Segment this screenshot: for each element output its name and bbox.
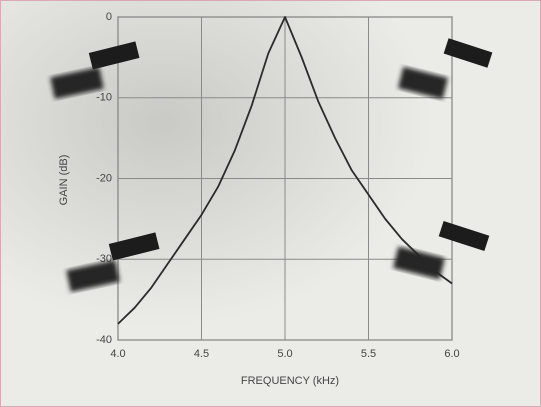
chip bbox=[443, 38, 493, 68]
y-axis-label: GAIN (dB) bbox=[58, 155, 70, 206]
chip-overlays bbox=[50, 38, 493, 292]
x-axis-label: FREQUENCY (kHz) bbox=[241, 375, 339, 387]
chip-shadow bbox=[393, 246, 445, 280]
x-tick-label: 5.5 bbox=[361, 348, 376, 360]
chip-shadow bbox=[66, 260, 120, 292]
y-tick-label: 0 bbox=[106, 11, 112, 23]
y-tick-label: -20 bbox=[96, 172, 112, 184]
plot-area: 4.0 4.5 5.0 5.5 6.00-10-20-30-40 bbox=[96, 11, 460, 360]
chip bbox=[108, 232, 160, 261]
y-tick-label: -10 bbox=[96, 92, 112, 104]
chip bbox=[88, 41, 140, 70]
x-tick-label: 4.0 bbox=[110, 348, 125, 360]
x-tick-label: 6.0 bbox=[444, 348, 459, 360]
chip-shadow bbox=[398, 66, 448, 100]
x-tick-label: 4.5 bbox=[194, 348, 209, 360]
chip bbox=[438, 220, 490, 252]
chip-shadow bbox=[50, 67, 104, 99]
y-tick-label: -40 bbox=[96, 334, 112, 346]
line bbox=[117, 16, 453, 325]
x-tick-label: 5.0 bbox=[277, 348, 292, 360]
